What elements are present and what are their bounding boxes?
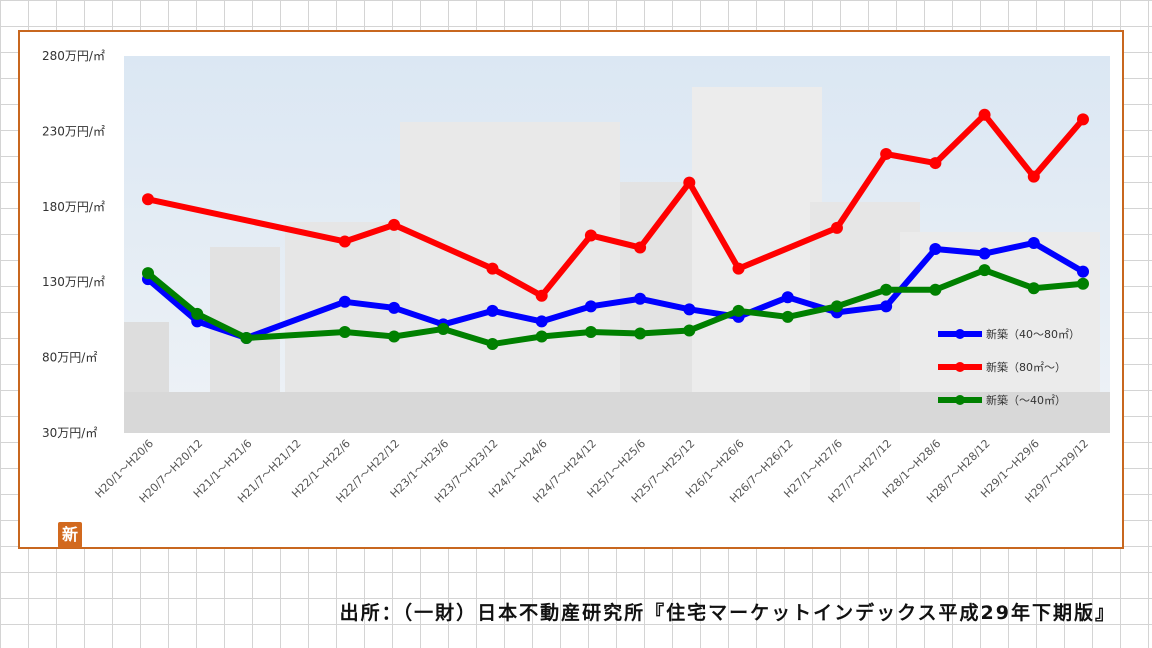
series-3-point: [830, 300, 843, 313]
series-2-point: [338, 235, 351, 248]
series-3-point: [683, 324, 696, 337]
series-1-point: [1077, 265, 1089, 278]
series-3-point: [486, 338, 499, 351]
series-3-point: [880, 283, 893, 296]
source-note: 出所：（一財）日本不動産研究所『住宅マーケットインデックス平成29年下期版』: [339, 602, 1116, 624]
series-2-point: [978, 108, 991, 121]
series-2-point: [142, 193, 154, 206]
series-3-point: [634, 327, 647, 340]
series-2-point: [1077, 113, 1089, 126]
series-3-point: [388, 330, 401, 343]
legend-label: 新築（40～80㎡）: [986, 327, 1080, 341]
series-2-point: [929, 157, 942, 170]
series-3-point: [142, 267, 154, 280]
series-3-point: [732, 304, 745, 317]
series-2-point: [1027, 170, 1040, 183]
series-1-point: [584, 300, 597, 313]
y-tick-label: 180万円/㎡: [42, 200, 105, 214]
series-2-point: [830, 221, 843, 234]
series-3-point: [338, 325, 351, 338]
y-tick-label: 130万円/㎡: [42, 275, 105, 289]
series-1-point: [781, 291, 794, 304]
series-3-point: [535, 330, 548, 343]
series-3-point: [929, 283, 942, 296]
legend-label: 新築（～40㎡）: [986, 393, 1066, 407]
series-2-point: [880, 148, 893, 161]
series-3-point: [437, 322, 450, 335]
y-tick-label: 30万円/㎡: [42, 426, 97, 440]
legend-marker: [955, 362, 965, 372]
series-2-point: [486, 262, 499, 275]
series-1-point: [486, 304, 499, 317]
series-3-point: [781, 310, 794, 323]
series-2-point: [388, 218, 401, 231]
logo-badge: 新: [58, 522, 82, 548]
line-chart: 280万円/㎡ 230万円/㎡ 180万円/㎡ 130万円/㎡ 80万円/㎡ 30万円/㎡…: [42, 49, 1110, 505]
legend-label: 新築（80㎡～）: [986, 360, 1066, 374]
series-2-point: [732, 262, 745, 275]
series-2-point: [683, 176, 696, 189]
legend-marker: [955, 395, 965, 405]
series-1-point: [338, 295, 351, 308]
series-1-point: [683, 303, 696, 316]
y-tick-label: 280万円/㎡: [42, 49, 105, 63]
series-3-point: [1077, 277, 1089, 290]
series-1-point: [880, 300, 893, 313]
series-3-point: [584, 325, 597, 338]
series-2-point: [634, 241, 647, 254]
series-1-point: [634, 292, 647, 305]
series-1-point: [929, 243, 942, 256]
legend-marker: [955, 329, 965, 339]
series-1-point: [535, 315, 548, 328]
series-1-point: [978, 247, 991, 260]
series-3-point: [240, 331, 253, 344]
y-tick-label: 230万円/㎡: [42, 124, 105, 138]
plot-background-photo: [124, 56, 1110, 433]
series-3-point: [978, 264, 991, 277]
series-3-point: [191, 307, 204, 320]
series-2-point: [535, 289, 548, 302]
series-1-point: [1027, 236, 1040, 249]
y-tick-label: 80万円/㎡: [42, 351, 97, 365]
series-3-point: [1027, 282, 1040, 295]
series-2-point: [584, 229, 597, 242]
chart-frame: 280万円/㎡ 230万円/㎡ 180万円/㎡ 130万円/㎡ 80万円/㎡ 30万円/㎡…: [18, 30, 1124, 549]
series-1-point: [388, 301, 401, 314]
